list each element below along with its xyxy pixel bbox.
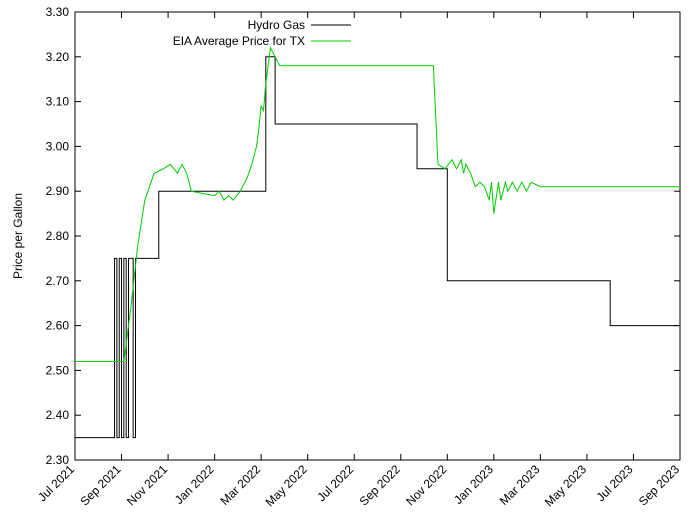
ytick-label: 3.20 (46, 50, 70, 64)
ytick-label: 2.50 (46, 363, 70, 377)
ytick-label: 2.90 (46, 184, 70, 198)
ytick-label: 3.00 (46, 139, 70, 153)
ytick-label: 2.70 (46, 274, 70, 288)
ytick-label: 3.10 (46, 95, 70, 109)
ytick-label: 2.40 (46, 408, 70, 422)
y-axis-label: Price per Gallon (11, 193, 25, 279)
ytick-label: 2.60 (46, 319, 70, 333)
legend-label: EIA Average Price for TX (173, 34, 305, 48)
legend-label: Hydro Gas (248, 18, 305, 32)
ytick-label: 2.80 (46, 229, 70, 243)
ytick-label: 3.30 (46, 5, 70, 19)
price-chart: 2.302.402.502.602.702.802.903.003.103.20… (0, 0, 700, 525)
